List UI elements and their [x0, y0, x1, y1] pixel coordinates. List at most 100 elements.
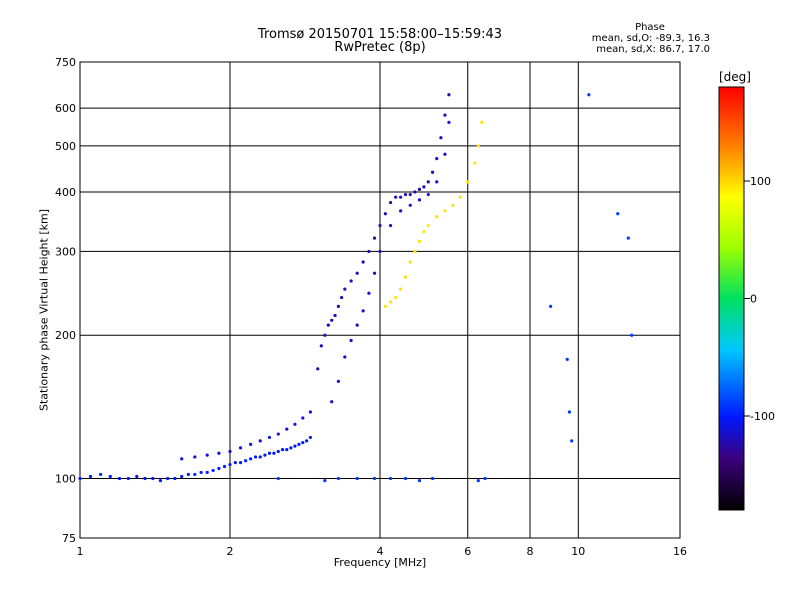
data-point [330, 318, 334, 322]
data-point [151, 476, 155, 481]
colorbar-tick-label: -100 [750, 410, 775, 423]
data-point [330, 400, 334, 404]
data-point [422, 185, 426, 189]
chart-subtitle: RwPretec (8p) [334, 40, 426, 55]
data-point [417, 187, 422, 191]
data-point [323, 333, 327, 337]
data-point [408, 260, 412, 264]
stats-heading: Phase [635, 22, 665, 33]
data-point [308, 435, 313, 440]
data-point [408, 203, 412, 207]
data-point [233, 461, 237, 465]
data-point [276, 476, 280, 481]
colorbar-ticks: 100 0 -100 [744, 175, 775, 423]
x-axis-label: Frequency [MHz] [333, 556, 427, 569]
data-point [439, 136, 443, 140]
data-point [476, 144, 480, 148]
data-point [108, 474, 112, 479]
data-point [319, 344, 323, 348]
data-point [587, 93, 591, 97]
x-tick-label: 4 [377, 545, 384, 558]
data-point [336, 379, 340, 383]
data-point [447, 120, 451, 124]
data-point [430, 170, 435, 174]
data-point [570, 439, 574, 443]
data-point [135, 474, 139, 479]
data-point [88, 474, 93, 479]
y-axis-ticks: 75 100 200 300 400 500 600 750 [55, 56, 76, 545]
data-point [413, 249, 417, 254]
data-point [326, 323, 330, 327]
data-point [211, 468, 215, 473]
data-point [333, 313, 337, 318]
data-point [305, 439, 309, 443]
data-point [426, 223, 430, 228]
data-point [193, 455, 197, 459]
data-point [258, 439, 262, 443]
data-point [426, 180, 430, 184]
data-point [349, 279, 353, 283]
data-point [280, 448, 285, 452]
data-point [222, 464, 227, 469]
data-point [285, 448, 289, 452]
data-point [417, 198, 422, 202]
data-point [180, 474, 184, 479]
chart-title: Tromsø 20150701 15:58:00–15:59:43 [257, 27, 503, 42]
data-point [276, 432, 280, 436]
data-point [388, 300, 393, 304]
y-tick-label: 400 [55, 186, 76, 199]
data-point [205, 453, 209, 457]
data-point [349, 338, 353, 343]
data-point [466, 180, 470, 184]
data-point [78, 476, 82, 481]
data-point [388, 200, 393, 205]
data-point [616, 212, 620, 216]
data-point [258, 455, 262, 459]
y-tick-label: 750 [55, 56, 76, 69]
data-point [217, 466, 221, 471]
colorbar [718, 86, 745, 511]
data-point [403, 192, 408, 197]
stats-x-mode: mean, sd,X: 86.7, 17.0 [596, 44, 710, 55]
data-point [143, 476, 147, 481]
data-point [343, 355, 347, 359]
data-point [473, 161, 477, 165]
data-point [403, 476, 408, 481]
data-point [186, 472, 190, 477]
data-point [430, 476, 435, 481]
data-point [422, 230, 426, 234]
data-point [626, 236, 630, 240]
data-point [443, 209, 447, 213]
data-point [238, 446, 243, 450]
data-point [158, 479, 163, 483]
data-point [399, 195, 403, 199]
stats-o-mode: mean, sd,O: -89.3, 16.3 [591, 33, 710, 44]
data-point [361, 309, 365, 313]
data-point [336, 304, 340, 308]
data-point [399, 287, 403, 291]
data-point [483, 476, 487, 481]
data-point [301, 416, 305, 420]
data-point [276, 449, 280, 454]
x-tick-label: 10 [571, 545, 585, 558]
y-tick-label: 300 [55, 245, 76, 258]
data-point [267, 435, 272, 440]
y-tick-label: 500 [55, 140, 76, 153]
grid-lines [80, 62, 680, 538]
data-point [199, 470, 203, 475]
data-point [301, 440, 305, 445]
data-point [378, 223, 382, 228]
data-point [567, 410, 572, 414]
data-point [285, 427, 289, 431]
data-point [378, 249, 382, 254]
data-point [228, 449, 232, 454]
data-point [336, 476, 340, 481]
x-tick-label: 6 [464, 545, 471, 558]
data-point [267, 451, 272, 455]
y-tick-label: 75 [62, 532, 76, 545]
data-point [388, 223, 393, 228]
data-point [361, 260, 365, 264]
data-point [244, 459, 248, 463]
data-point [263, 453, 267, 457]
